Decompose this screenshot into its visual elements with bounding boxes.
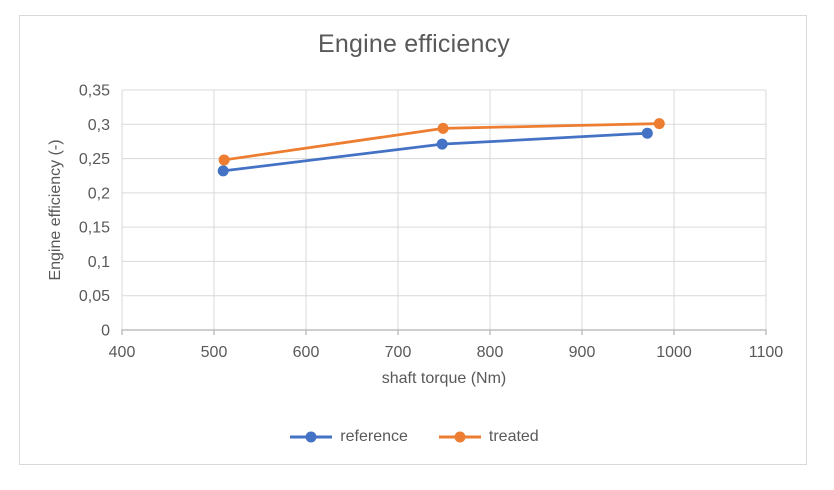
legend-item-reference: reference (289, 428, 408, 446)
legend-item-treated: treated (438, 428, 539, 446)
svg-text:0,15: 0,15 (79, 220, 110, 237)
svg-text:1000: 1000 (656, 344, 692, 361)
x-axis-title: shaft torque (Nm) (381, 370, 507, 387)
svg-text:700: 700 (385, 344, 412, 361)
svg-text:400: 400 (109, 344, 136, 361)
y-axis-title: Engine efficiency (-) (47, 139, 64, 281)
reference-series-marker-icon (290, 431, 333, 443)
svg-text:0,05: 0,05 (79, 288, 110, 305)
svg-text:500: 500 (201, 344, 228, 361)
svg-text:0,3: 0,3 (88, 117, 110, 134)
legend: reference treated (19, 426, 809, 448)
treated-series-marker-icon (438, 431, 481, 443)
svg-text:1100: 1100 (749, 344, 784, 361)
svg-text:0,35: 0,35 (79, 83, 110, 100)
svg-text:0: 0 (101, 323, 110, 340)
svg-text:0,2: 0,2 (88, 185, 110, 202)
svg-text:900: 900 (569, 344, 596, 361)
svg-text:800: 800 (477, 344, 504, 361)
svg-text:0,1: 0,1 (88, 254, 110, 271)
legend-label-treated: treated (488, 428, 539, 445)
svg-text:0,25: 0,25 (79, 151, 110, 168)
chart-title: Engine efficiency (318, 30, 510, 58)
svg-text:600: 600 (293, 344, 320, 361)
legend-label-reference: reference (340, 428, 408, 445)
